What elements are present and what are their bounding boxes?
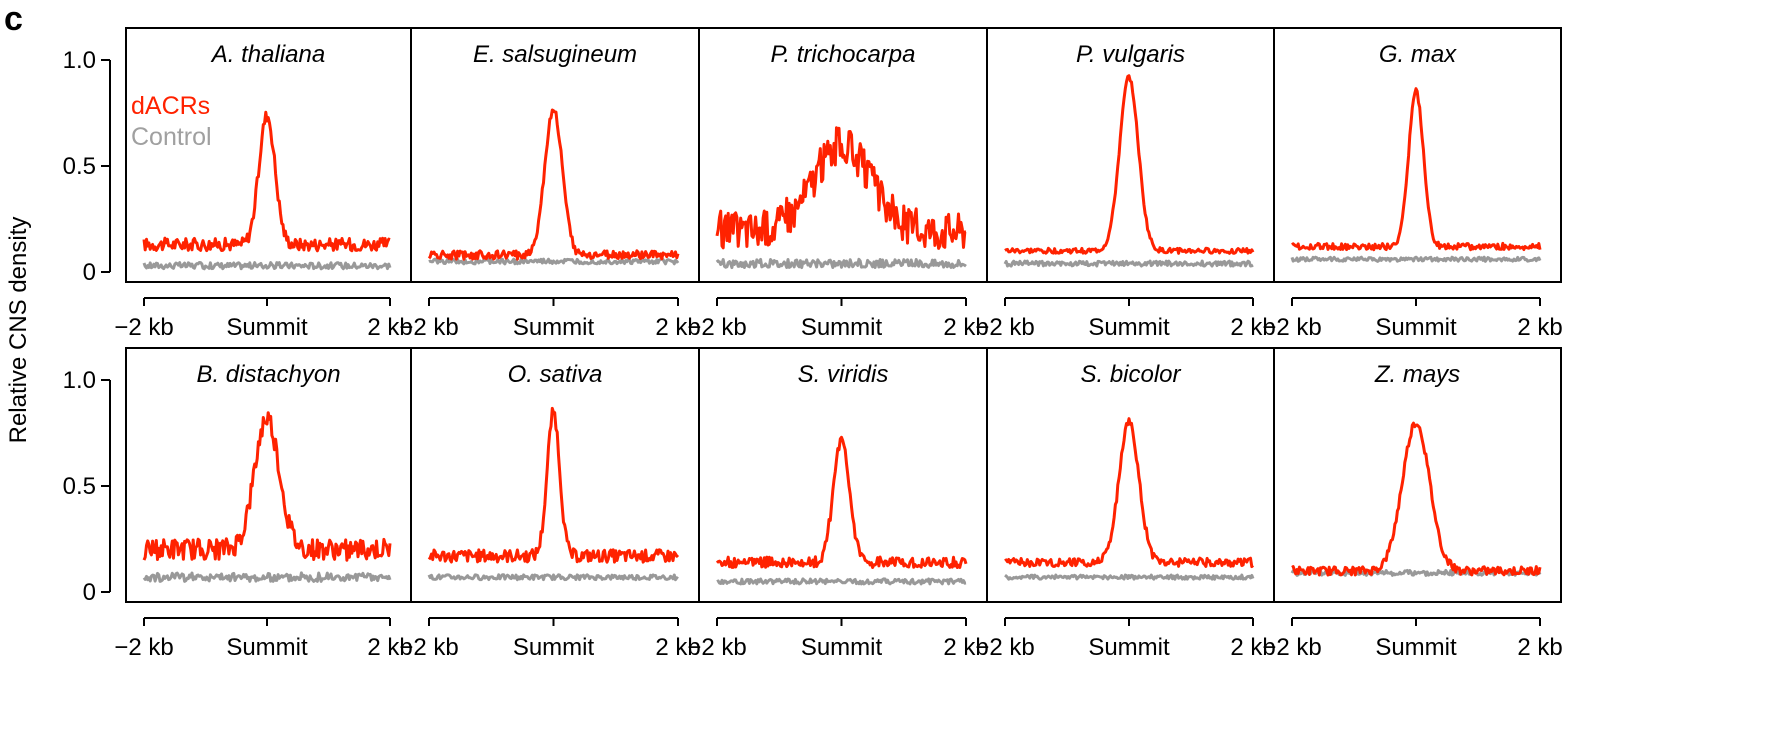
y-tick-label: 1.0: [63, 367, 96, 394]
x-tick-label: −2 kb: [1262, 314, 1321, 341]
x-tick-label: −2 kb: [687, 634, 746, 661]
x-tick-label: Summit: [1088, 634, 1170, 661]
x-tick-label: Summit: [801, 634, 883, 661]
dacr-series-line: [427, 108, 680, 261]
control-series-line: [428, 257, 680, 266]
x-tick-label: −2 kb: [399, 314, 458, 341]
legend-entry-dacrs: dACRs: [131, 92, 210, 120]
dacr-series-line: [715, 435, 968, 569]
x-tick-label: 2 kb: [943, 634, 988, 661]
x-tick-label: Summit: [1375, 634, 1457, 661]
y-axis-label: Relative CNS density: [5, 217, 32, 444]
panel-frame: [1273, 27, 1562, 283]
x-tick-label: 2 kb: [367, 314, 412, 341]
x-tick-label: −2 kb: [975, 314, 1034, 341]
x-tick-label: Summit: [513, 634, 595, 661]
x-tick-label: Summit: [801, 314, 883, 341]
dacr-series-line: [1291, 87, 1542, 252]
control-series-line: [142, 571, 392, 583]
dacr-series-line: [142, 110, 391, 253]
x-tick-label: −2 kb: [975, 634, 1034, 661]
dacr-series-line: [142, 411, 392, 562]
panel-frame: [1273, 347, 1562, 603]
x-tick-label: Summit: [513, 314, 595, 341]
panel-title: P. trichocarpa: [771, 41, 916, 68]
x-tick-label: Summit: [1088, 314, 1170, 341]
x-tick-label: 2 kb: [367, 634, 412, 661]
x-tick-label: 2 kb: [655, 634, 700, 661]
control-series-line: [715, 257, 967, 270]
dacr-series-line: [715, 126, 967, 250]
y-tick-label: 0: [83, 579, 96, 606]
x-tick-label: −2 kb: [399, 634, 458, 661]
legend-entry-control: Control: [131, 123, 212, 151]
x-tick-label: −2 kb: [114, 314, 173, 341]
panel-title: B. distachyon: [196, 361, 340, 388]
dacr-series-line: [427, 406, 680, 564]
y-tick-label: 1.0: [63, 47, 96, 74]
x-tick-label: Summit: [226, 314, 308, 341]
dacr-series-line: [1004, 417, 1255, 569]
control-series-line: [1004, 573, 1255, 581]
y-tick-label: 0.5: [63, 473, 96, 500]
dacr-series-line: [1291, 421, 1542, 577]
x-tick-label: 2 kb: [655, 314, 700, 341]
x-tick-label: Summit: [1375, 314, 1457, 341]
x-tick-label: 2 kb: [1230, 314, 1275, 341]
panel-title: O. sativa: [508, 361, 603, 388]
panel-title: E. salsugineum: [473, 41, 637, 68]
control-series-line: [716, 577, 967, 586]
x-tick-label: −2 kb: [687, 314, 746, 341]
control-series-line: [142, 261, 392, 271]
panel-title: G. max: [1379, 41, 1457, 68]
panel-title: S. bicolor: [1080, 361, 1181, 388]
x-tick-label: −2 kb: [1262, 634, 1321, 661]
dacr-series-line: [1004, 74, 1255, 255]
x-tick-label: 2 kb: [1517, 634, 1562, 661]
panel-grid: A. thaliana −2 kb Summit 2 kb 0 0.5 1.0 dACRs Co…: [63, 27, 1563, 661]
panel-title: S. viridis: [798, 361, 889, 388]
x-tick-label: −2 kb: [114, 634, 173, 661]
panel-title: A. thaliana: [210, 41, 325, 68]
y-tick-label: 0.5: [63, 153, 96, 180]
x-tick-label: 2 kb: [943, 314, 988, 341]
panel-title: Z. mays: [1374, 361, 1460, 388]
x-tick-label: Summit: [226, 634, 308, 661]
control-series-line: [1290, 255, 1542, 263]
x-tick-label: 2 kb: [1517, 314, 1562, 341]
panel-letter: c: [4, 0, 23, 38]
panel-title: P. vulgaris: [1076, 41, 1185, 68]
x-tick-label: 2 kb: [1230, 634, 1275, 661]
control-series-line: [1003, 259, 1254, 268]
control-series-line: [427, 573, 679, 582]
y-tick-label: 0: [83, 259, 96, 286]
